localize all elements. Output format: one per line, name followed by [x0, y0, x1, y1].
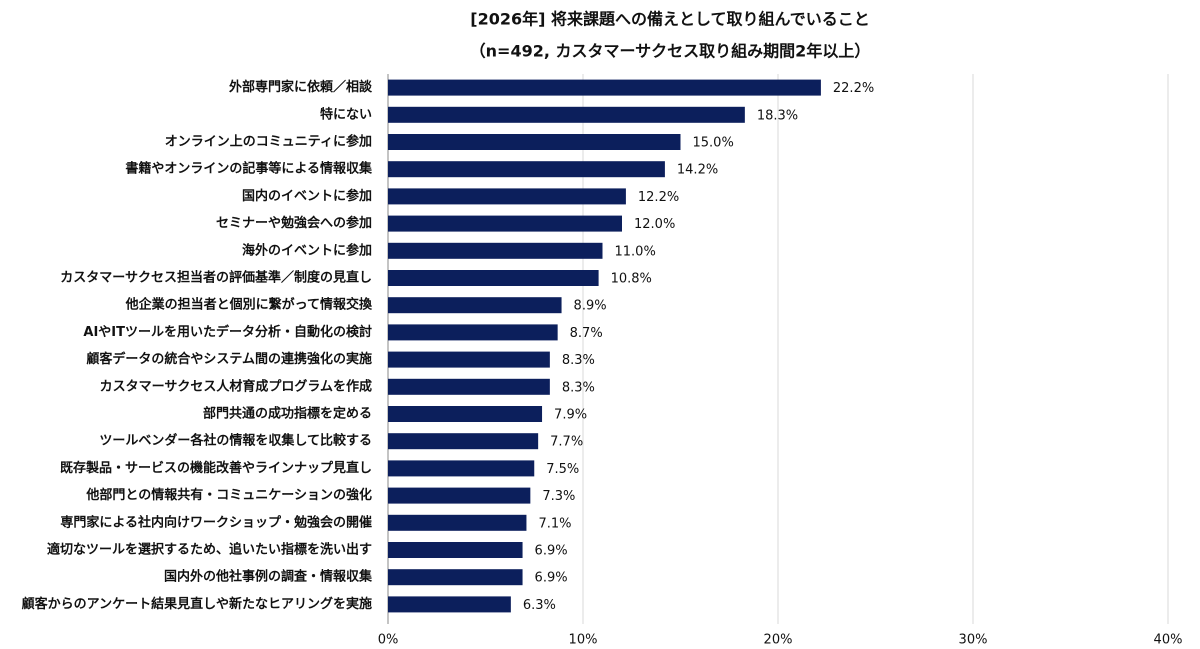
y-tick-label: 既存製品・サービスの機能改善やラインナップ見直し — [60, 460, 372, 476]
value-label: 22.2% — [833, 81, 874, 96]
y-tick-label: カスタマーサクセス担当者の評価基準／制度の見直し — [60, 270, 372, 286]
bar — [388, 188, 626, 205]
value-label: 12.2% — [638, 190, 679, 205]
y-tick-label: 特にない — [320, 106, 372, 122]
value-label: 18.3% — [757, 108, 798, 123]
x-tick-label: 0% — [378, 633, 399, 648]
bar — [388, 596, 511, 613]
bar — [388, 460, 535, 477]
value-label: 8.7% — [570, 326, 603, 341]
y-tick-label: 顧客データの統合やシステム間の連携強化の実施 — [86, 351, 372, 367]
value-label: 6.9% — [535, 544, 568, 559]
bar — [388, 514, 527, 531]
value-label: 11.0% — [615, 244, 656, 259]
y-tick-label: 書籍やオンラインの記事等による情報収集 — [125, 161, 373, 177]
value-label: 14.2% — [677, 163, 718, 178]
y-tick-label: ツールベンダー各社の情報を収集して比較する — [99, 433, 372, 449]
value-label: 8.3% — [562, 353, 595, 368]
bar — [388, 270, 599, 286]
y-tick-label: 海外のイベントに参加 — [242, 242, 372, 258]
y-tick-label: 他企業の担当者と個別に繋がって情報交換 — [125, 297, 373, 313]
chart-subtitle: （n=492, カスタマーサクセス取り組み期間2年以上） — [470, 42, 871, 61]
value-label: 8.9% — [574, 299, 607, 314]
bar — [388, 487, 531, 504]
y-tick-label: 顧客からのアンケート結果見直しや新たなヒアリングを実施 — [22, 596, 372, 612]
value-label: 15.0% — [693, 136, 734, 151]
y-tick-label: AIやITツールを用いたデータ分析・自動化の検討 — [83, 324, 372, 340]
bar — [388, 351, 550, 368]
x-tick-label: 30% — [959, 633, 988, 648]
x-tick-label: 40% — [1154, 633, 1183, 648]
y-tick-label: 適切なツールを選択するため、追いたい指標を洗い出す — [47, 542, 372, 558]
bar — [388, 569, 523, 586]
y-tick-label: カスタマーサクセス人材育成プログラムを作成 — [100, 378, 372, 394]
y-tick-label: 専門家による社内向けワークショップ・勉強会の開催 — [60, 514, 372, 530]
value-label: 7.9% — [554, 408, 587, 423]
bar — [388, 433, 539, 450]
value-label: 7.1% — [538, 516, 571, 531]
bar — [388, 297, 562, 314]
bar — [388, 406, 543, 422]
value-label: 12.0% — [634, 217, 675, 232]
value-label: 7.5% — [546, 462, 579, 477]
y-tick-label: セミナーや勉強会への参加 — [216, 215, 372, 231]
y-tick-label: 外部専門家に依頼／相談 — [228, 79, 373, 95]
y-tick-label: 他部門との情報共有・コミュニケーションの強化 — [85, 487, 372, 503]
y-tick-label: オンライン上のコミュニティに参加 — [165, 134, 372, 150]
bar — [388, 542, 523, 558]
value-label: 6.9% — [535, 571, 568, 586]
y-tick-label: 国内外の他社事例の調査・情報収集 — [164, 569, 373, 585]
value-label: 8.3% — [562, 380, 595, 395]
value-label: 7.3% — [542, 489, 575, 504]
value-label: 10.8% — [611, 272, 652, 287]
bar — [388, 215, 622, 232]
value-label: 7.7% — [550, 435, 583, 450]
bar — [388, 242, 603, 259]
bar — [388, 106, 745, 123]
bar — [388, 79, 821, 96]
chart-title: [2026年] 将来課題への備えとして取り組んでいること — [470, 10, 869, 29]
bar — [388, 134, 681, 150]
y-tick-label: 部門共通の成功指標を定める — [203, 406, 372, 422]
bar — [388, 161, 665, 178]
bar — [388, 324, 558, 341]
x-tick-label: 20% — [764, 633, 793, 648]
y-tick-label: 国内のイベントに参加 — [242, 188, 372, 204]
x-tick-label: 10% — [569, 633, 598, 648]
value-label: 6.3% — [523, 598, 556, 613]
bar — [388, 378, 550, 395]
